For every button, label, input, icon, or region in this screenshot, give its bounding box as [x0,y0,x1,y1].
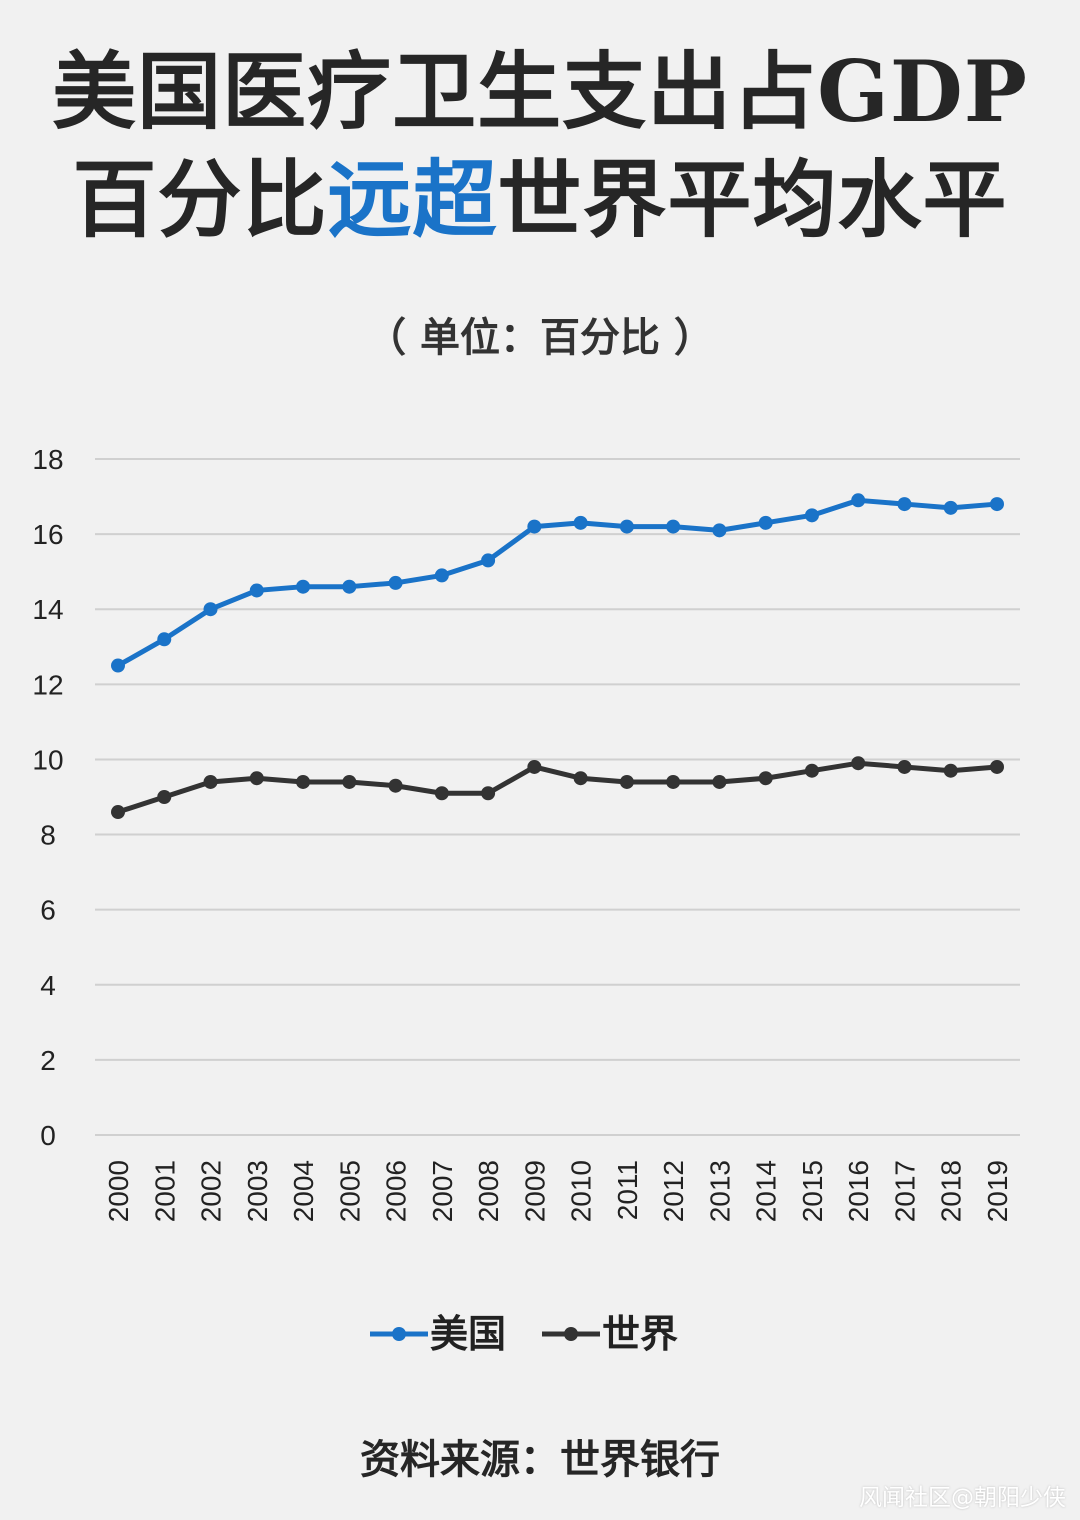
series-lines [111,493,1004,820]
data-point [619,519,634,534]
chart-title-line2: 百分比远超世界平均水平 [0,150,1080,250]
data-point [434,568,449,583]
y-tick-label: 6 [40,895,56,926]
data-point [481,553,496,568]
data-point [804,763,819,778]
y-axis: 0 2 4 6 8 10 12 14 16 18 [32,444,63,1151]
y-tick-label: 18 [32,444,63,475]
y-tick-label: 0 [40,1120,56,1151]
x-tick-label: 2018 [936,1160,967,1222]
data-point [851,493,866,508]
legend-swatch-dot [392,1327,406,1341]
data-point [943,500,958,515]
data-point [804,508,819,523]
data-point [619,774,634,789]
data-point [758,771,773,786]
line-chart: 0 2 4 6 8 10 12 14 16 18 2000 2001 2002 2003 2004 2005… [32,444,1020,1356]
x-tick-label: 2010 [566,1160,597,1222]
data-point [388,778,403,793]
data-point [851,756,866,771]
data-point [527,759,542,774]
x-tick-label: 2005 [334,1160,365,1222]
data-point [897,497,912,512]
title-post: 世界平均水平 [497,150,1008,249]
grid-lines [95,458,1020,1136]
data-point [943,763,958,778]
x-tick-label: 2000 [103,1160,134,1222]
data-point [573,771,588,786]
watermark: 风闻社区@朝阳少侠 [859,1485,1066,1511]
data-point [712,523,727,538]
y-tick-label: 14 [32,594,63,625]
data-point [666,774,681,789]
y-tick-label: 4 [40,970,56,1001]
data-point [203,774,218,789]
x-tick-label: 2016 [843,1160,874,1222]
x-tick-label: 2011 [612,1160,643,1220]
x-tick-label: 2008 [473,1160,504,1222]
data-point [758,515,773,530]
legend-label: 世界 [602,1311,678,1356]
x-tick-label: 2007 [427,1160,458,1222]
x-tick-label: 2014 [751,1160,782,1222]
source-note: 资料来源：世界银行 [360,1436,720,1483]
data-point [111,658,125,673]
legend-swatch-dot [564,1327,578,1341]
x-tick-label: 2006 [381,1160,412,1222]
data-point [203,602,218,617]
unit-label: （ 单位：百分比 ） [366,314,714,361]
x-tick-label: 2012 [658,1160,689,1222]
x-tick-label: 2015 [797,1160,828,1222]
y-tick-label: 8 [40,820,56,851]
x-tick-label: 2019 [982,1160,1013,1222]
x-tick-label: 2001 [149,1160,180,1222]
data-point [111,805,125,820]
x-tick-label: 2009 [519,1160,550,1222]
series-line-1 [117,760,998,815]
data-point [897,759,912,774]
x-tick-label: 2017 [889,1160,920,1222]
series-line-0 [116,497,998,668]
title-accent: 远超 [327,150,498,249]
data-point [249,771,264,786]
y-tick-label: 16 [32,519,63,550]
data-point [990,497,1004,512]
data-point [342,774,357,789]
chart-title-line1: 美国医疗卫生支出占GDP [52,42,1028,141]
data-point [434,786,449,801]
x-tick-label: 2003 [242,1160,273,1222]
data-point [527,519,542,534]
data-point [666,519,681,534]
x-tick-label: 2002 [196,1160,227,1222]
data-point [342,579,357,594]
data-point [157,632,172,647]
data-point [481,786,496,801]
data-point [296,579,311,594]
data-point [157,790,172,804]
data-point [296,774,311,789]
y-tick-label: 2 [40,1045,56,1076]
data-point [388,575,403,590]
data-point [990,759,1004,774]
x-axis: 2000 2001 2002 2003 2004 2005 2006 2007 2008 2009… [103,1160,1013,1222]
y-tick-label: 10 [32,744,63,775]
y-tick-label: 12 [32,669,63,700]
data-point [573,515,588,530]
data-point [249,583,264,598]
legend-label: 美国 [430,1311,506,1356]
title-pre: 百分比 [72,150,328,249]
data-point [712,774,727,789]
x-tick-label: 2004 [288,1160,319,1222]
x-tick-label: 2013 [704,1160,735,1222]
legend: 美国 世界 [370,1311,678,1356]
